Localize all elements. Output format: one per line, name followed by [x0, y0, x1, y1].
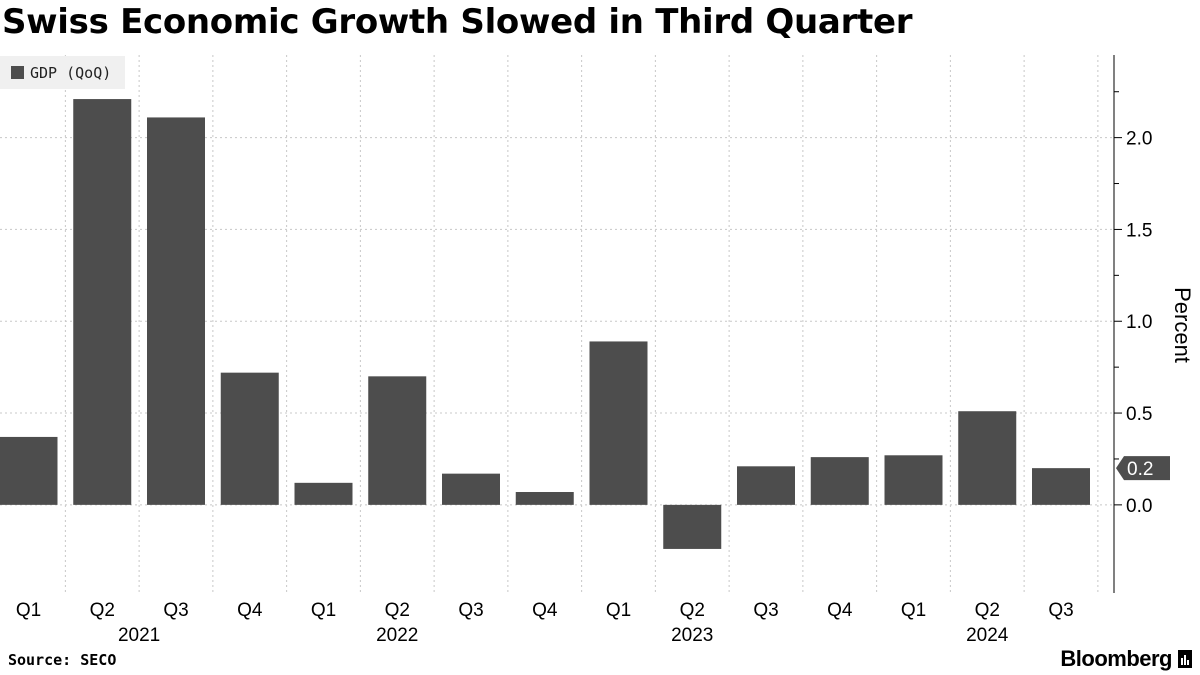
last-value-badge	[1116, 456, 1170, 481]
bar	[368, 376, 427, 505]
bar	[884, 455, 943, 505]
x-tick-label: Q2	[90, 600, 115, 621]
bar	[810, 457, 869, 505]
bar	[0, 436, 58, 505]
bar	[147, 117, 205, 505]
y-tick-label: 2.0	[1126, 129, 1152, 150]
x-tick-label: Q1	[606, 600, 631, 621]
x-tick-label: Q1	[901, 600, 926, 621]
bar	[737, 466, 795, 505]
bar	[1032, 468, 1090, 505]
last-value-label: 0.2	[1127, 459, 1153, 480]
chart-title: Swiss Economic Growth Slowed in Third Qu…	[2, 2, 913, 42]
y-tick-label: 0.5	[1126, 404, 1152, 425]
bar	[589, 341, 648, 505]
vertical-gridlines	[64, 55, 1099, 593]
x-tick-label: Q2	[680, 600, 705, 621]
x-tick-label: Q3	[163, 600, 188, 621]
bar	[220, 372, 279, 505]
x-tick-label: Q4	[532, 600, 558, 621]
y-tick-label: 1.0	[1126, 312, 1152, 333]
x-tick-label: Q3	[458, 600, 483, 621]
x-year-label: 2021	[118, 625, 160, 646]
legend-label: GDP (QoQ)	[30, 63, 112, 82]
x-tick-label: Q2	[385, 600, 410, 621]
x-tick-label: Q3	[1048, 600, 1073, 621]
bar	[73, 99, 132, 505]
x-year-label: 2023	[671, 625, 713, 646]
x-tick-label: Q2	[975, 600, 1000, 621]
bar	[958, 411, 1017, 505]
x-tick-label: Q3	[753, 600, 778, 621]
brand-name: Bloomberg	[1060, 646, 1172, 671]
x-year-label: 2022	[376, 625, 418, 646]
brand: Bloomberg	[1060, 646, 1192, 672]
x-year-label: 2024	[966, 625, 1009, 646]
x-tick-label: Q1	[311, 600, 336, 621]
y-tick-label: 0.0	[1126, 496, 1152, 517]
last-value-marker: 0.2	[1116, 456, 1170, 481]
bloomberg-logo-icon	[1178, 650, 1192, 668]
bar-series	[0, 99, 1090, 549]
x-tick-label: Q4	[827, 600, 853, 621]
x-tick-label: Q1	[16, 600, 41, 621]
bar	[515, 492, 574, 505]
x-tick-label: Q4	[237, 600, 263, 621]
bar	[442, 473, 500, 505]
y-axis-title: Percent	[1170, 287, 1195, 363]
source-note: Source: SECO	[8, 651, 117, 669]
y-tick-label: 1.5	[1126, 220, 1152, 241]
bar	[294, 482, 353, 505]
y-axis: 0.0 0.5 1.0 1.5 2.0 Percent 0.2	[1113, 55, 1195, 593]
bar	[663, 504, 722, 549]
legend-swatch	[11, 66, 24, 79]
legend: GDP (QoQ)	[0, 56, 125, 89]
